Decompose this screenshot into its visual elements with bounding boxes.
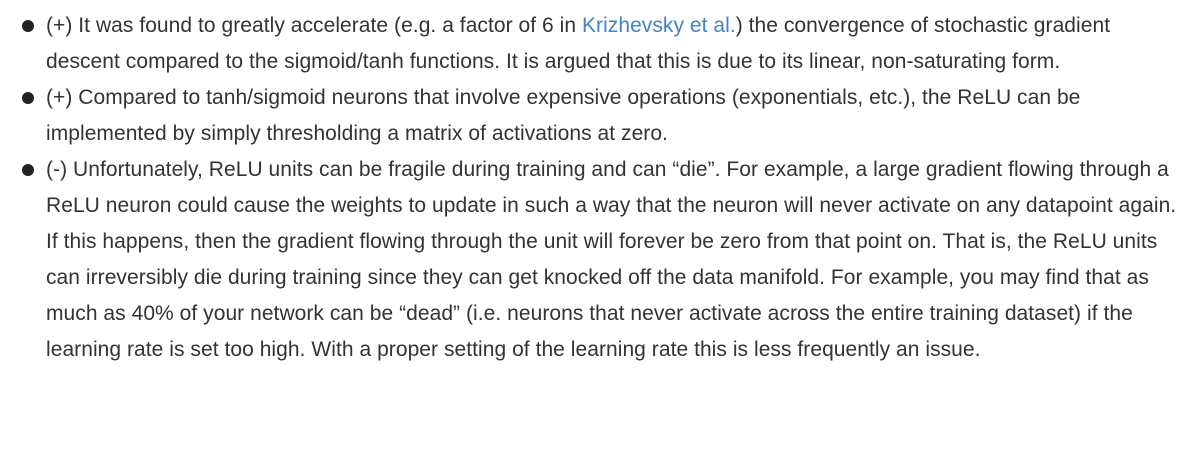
list-item-text: ) the convergence of stochastic gradient…: [46, 14, 1111, 73]
list-item-text: (-) Unfortunately, ReLU units can be fra…: [46, 158, 1177, 361]
bullet-icon: [22, 92, 34, 104]
relu-pros-cons-list: (+) It was found to greatly accelerate (…: [0, 8, 1195, 368]
list-item-text: (+) Compared to tanh/sigmoid neurons tha…: [46, 86, 1081, 145]
bullet-icon: [22, 20, 34, 32]
bullet-icon: [22, 164, 34, 176]
document-body: (+) It was found to greatly accelerate (…: [0, 8, 1195, 368]
list-item-text: (+) It was found to greatly accelerate (…: [46, 14, 582, 37]
list-item: (-) Unfortunately, ReLU units can be fra…: [22, 152, 1186, 368]
list-item: (+) It was found to greatly accelerate (…: [22, 8, 1186, 80]
krizhevsky-link[interactable]: Krizhevsky et al.: [581, 14, 736, 37]
list-item: (+) Compared to tanh/sigmoid neurons tha…: [22, 80, 1186, 152]
